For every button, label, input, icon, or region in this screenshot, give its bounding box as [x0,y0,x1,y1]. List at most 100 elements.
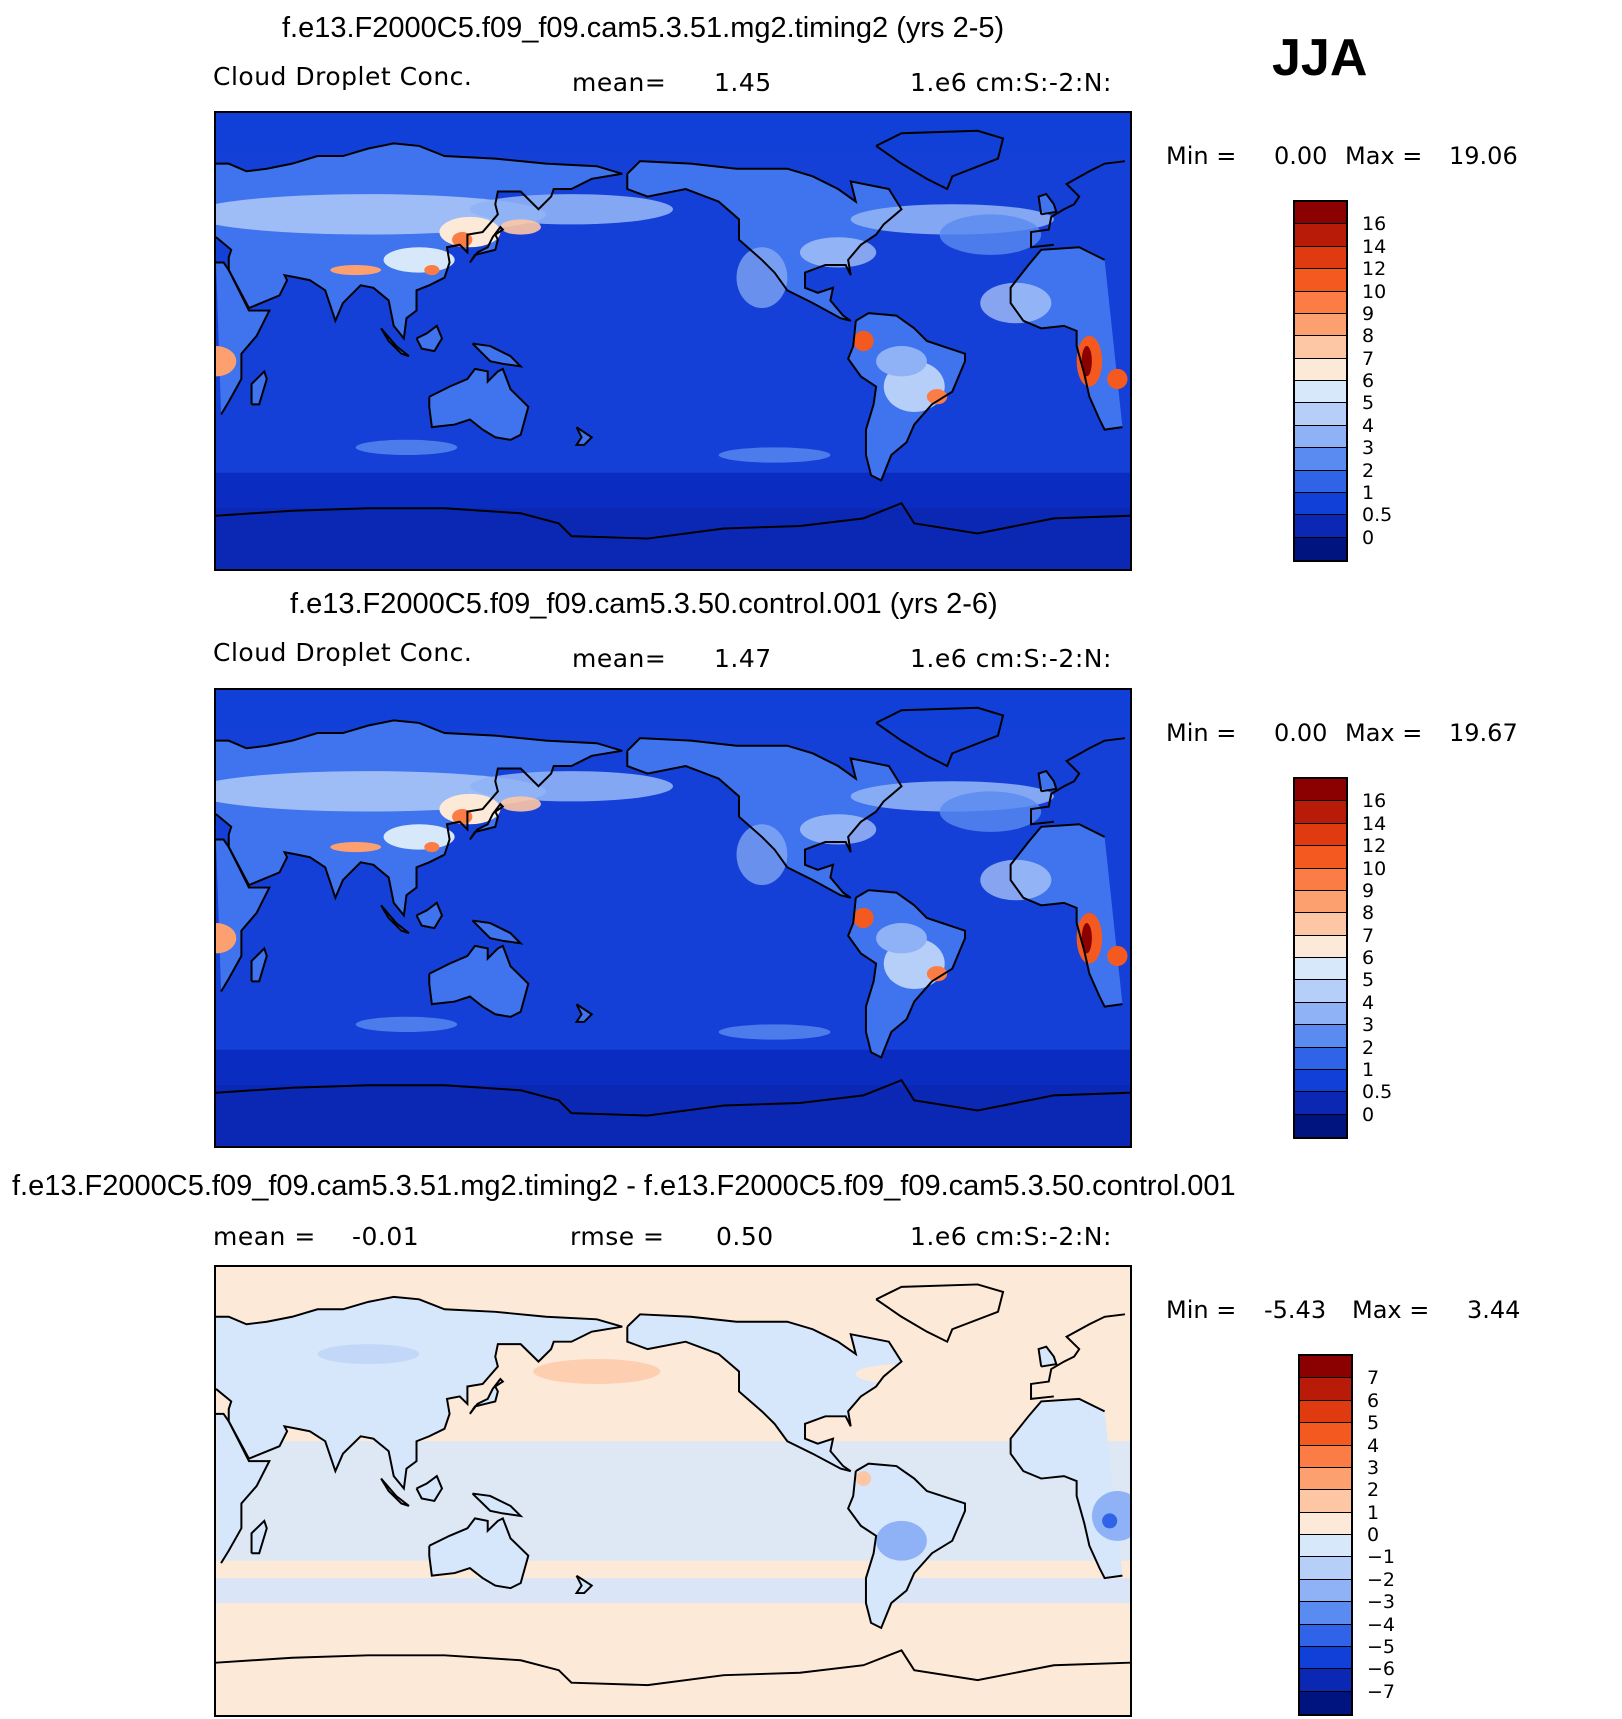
coastline [875,706,1005,768]
land-field [416,1476,443,1501]
colorbar [1298,1354,1353,1716]
season-label: JJA [1272,29,1368,87]
land-field [216,720,623,916]
coastline [574,1003,594,1023]
colorbar-tick-label: −1 [1367,1546,1396,1569]
variable-label: Cloud Droplet Conc. [213,62,473,91]
coastline [380,1477,410,1507]
field-blob [718,1024,831,1040]
coastline [469,1377,505,1415]
colorbar-swatch [1295,958,1346,981]
field-blob [736,247,788,309]
colorbar-tick-label: 12 [1362,835,1387,858]
mean-value: 1.47 [714,644,772,673]
colorbar-swatch [1295,1025,1346,1048]
field-blob [980,282,1052,324]
colorbar-swatch [1295,913,1346,936]
min-label: Min = [1166,142,1237,170]
land-field [416,325,443,352]
tropical-band [216,1441,1130,1561]
coastline [250,946,268,983]
colorbar-swatch [1300,1423,1351,1446]
colorbar-tick-label: −2 [1367,1568,1396,1591]
colorbar-tick-label: 0.5 [1362,504,1393,527]
variable-label: Cloud Droplet Conc. [213,638,473,667]
colorbar-tick-label: 3 [1367,1456,1380,1479]
colorbar-tick-label: 5 [1362,392,1375,415]
colorbar-tick-label: 2 [1362,1036,1375,1059]
land-field [472,343,521,367]
colorbar-swatch [1295,246,1346,270]
land-field [472,1493,521,1516]
panel-title: f.e13.F2000C5.f09_f09.cam5.3.51.mg2.timi… [12,1170,1236,1202]
coastline [847,889,967,1059]
field-blob [876,1520,927,1561]
colorbar-swatch [1295,1114,1346,1137]
land-field [1038,771,1057,792]
coastline [216,1078,1130,1117]
colorbar-tick-label: 4 [1367,1434,1380,1457]
coastline [1037,769,1058,793]
coastline [216,142,623,341]
coastline [216,1295,623,1491]
coastline [415,324,444,353]
colorbar-swatch [1295,492,1346,516]
colorbar-swatch [1295,403,1346,426]
rmse-value: 0.50 [716,1222,774,1251]
field-blob [1102,1513,1118,1529]
colorbar-tick-label: 6 [1362,370,1375,392]
colorbar-swatch [1300,1557,1351,1580]
field-blob [383,247,455,273]
colorbar-swatch [1295,224,1346,247]
arctic-band [216,113,1130,151]
max-value: 19.67 [1449,719,1518,747]
field-blob [424,841,440,853]
colorbar-swatch [1300,1669,1351,1692]
colorbar-tick-label: 16 [1362,213,1387,236]
field-blob [533,1359,661,1384]
colorbar-swatch [1300,1400,1351,1424]
colorbar-tick-label: 2 [1367,1479,1380,1502]
rmse-label: rmse = [570,1222,665,1251]
field-blob [469,771,673,802]
antarctic-field [216,1085,1130,1146]
colorbar-swatch [1300,1467,1351,1491]
field-blob [216,923,237,954]
units-label: 1.e6 cm:S:-2:N: [910,68,1112,97]
coastline [428,367,530,441]
field-blob [1107,945,1128,967]
colorbar-swatch [1295,537,1346,560]
colorbar-swatch [1300,1535,1351,1558]
coastline [574,426,594,446]
coastline [469,802,505,841]
field-blob [355,1016,458,1032]
coastline [415,901,444,930]
colorbar-tick-label: 14 [1362,235,1387,258]
coastline [471,919,524,945]
min-label: Min = [1166,1296,1237,1324]
land-field [251,1520,267,1554]
coastline [626,1313,903,1473]
colorbar-tick-label: 0 [1362,526,1375,549]
colorbar-tick-label: 14 [1362,812,1387,835]
coastline [428,944,530,1018]
field-blob [939,791,1042,832]
coastline [216,1412,271,1564]
coastline [1037,1345,1058,1368]
land-field [216,1413,270,1564]
max-value: 19.06 [1449,142,1518,170]
land-field [416,902,443,929]
colorbar-tick-label: −4 [1367,1613,1396,1636]
max-label: Max = [1345,719,1423,747]
colorbar-swatch [1300,1445,1351,1468]
field-blob [853,330,874,352]
colorbar-tick-label: 12 [1362,258,1387,281]
colorbar-swatch [1300,1579,1351,1603]
colorbar-swatch [1300,1646,1351,1670]
field-blob [855,1364,948,1384]
colorbar-swatch [1300,1691,1351,1714]
field-blob [718,447,831,463]
min-value: 0.00 [1274,142,1328,170]
field-blob [1081,346,1092,377]
units-label: 1.e6 cm:S:-2:N: [910,1222,1112,1251]
